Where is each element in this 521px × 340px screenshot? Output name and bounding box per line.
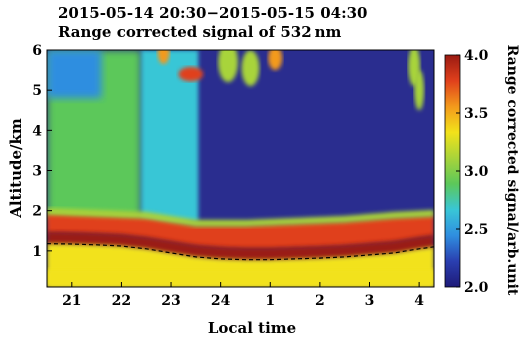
cloud-patch-6 xyxy=(414,70,425,111)
y-axis-label: Altitude/km xyxy=(7,118,25,219)
colorbar-tick-label: 3.0 xyxy=(464,164,489,180)
colorbar-tick-label: 2.0 xyxy=(464,280,489,296)
layer-boundary-dark xyxy=(47,231,434,262)
cloud-patch-0 xyxy=(157,50,170,65)
region-early-top xyxy=(47,50,102,99)
x-tick-label: 2 xyxy=(315,293,325,309)
cloud-patch-3 xyxy=(241,50,260,87)
x-tick-label: 22 xyxy=(112,293,131,309)
y-tick-label: 1 xyxy=(32,244,42,260)
boundary-layer-dashed-line xyxy=(47,243,434,261)
y-tick-label: 4 xyxy=(32,123,42,139)
colorbar-label: Range corrected signal/arb.unit xyxy=(504,45,520,296)
y-tick-label: 5 xyxy=(32,83,42,99)
cloud-patch-2 xyxy=(218,50,239,83)
heatmap-plot-area xyxy=(47,50,434,287)
y-tick-label: 6 xyxy=(32,43,42,59)
layer-cloud-edge xyxy=(47,207,434,227)
x-tick-label: 1 xyxy=(265,293,275,309)
heatmap-layers xyxy=(47,50,434,287)
chart-subtitle: Range corrected signal of 532 nm xyxy=(58,23,342,41)
y-tick-label: 3 xyxy=(32,164,42,180)
x-axis-label: Local time xyxy=(208,319,296,337)
x-tick-label: 23 xyxy=(161,293,180,309)
chart-title: 2015-05-14 20:30−2015-05-15 04:30 xyxy=(58,4,368,22)
colorbar-tick-label: 4.0 xyxy=(464,48,489,64)
colorbar-ticks: 2.0 2.5 3.0 3.5 4.0 xyxy=(456,48,489,296)
y-axis-ticks: 1 2 3 4 5 6 xyxy=(32,43,52,260)
x-tick-label: 4 xyxy=(414,293,424,309)
colorbar-tick-label: 2.5 xyxy=(464,222,488,238)
cloud-patch-1 xyxy=(178,66,204,82)
colorbar-tick-label: 3.5 xyxy=(464,106,488,122)
y-tick-label: 2 xyxy=(32,204,42,220)
plot-frame xyxy=(46,49,435,288)
x-tick-label: 3 xyxy=(365,293,375,309)
x-tick-label: 21 xyxy=(62,293,81,309)
x-tick-label: 24 xyxy=(211,293,231,309)
cloud-patch-4 xyxy=(268,50,283,71)
layer-surface xyxy=(47,268,434,287)
x-axis-ticks: 21 22 23 24 1 2 3 4 xyxy=(62,282,424,309)
